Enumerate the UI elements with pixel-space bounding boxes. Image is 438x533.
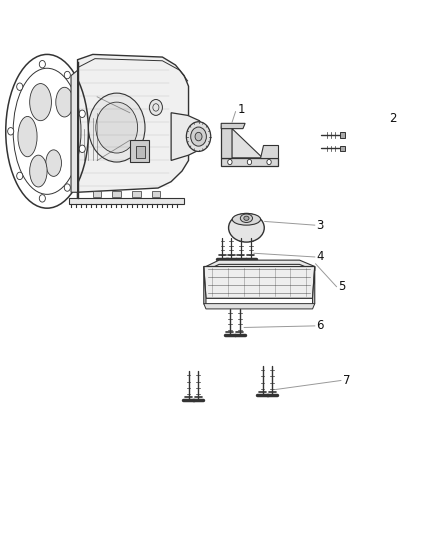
Polygon shape bbox=[69, 198, 184, 204]
Text: 1: 1 bbox=[237, 102, 245, 116]
Polygon shape bbox=[260, 144, 278, 158]
FancyBboxPatch shape bbox=[132, 191, 141, 197]
FancyBboxPatch shape bbox=[136, 146, 145, 158]
Polygon shape bbox=[232, 128, 262, 158]
FancyBboxPatch shape bbox=[113, 191, 121, 197]
Polygon shape bbox=[206, 260, 315, 271]
FancyBboxPatch shape bbox=[152, 191, 160, 197]
FancyBboxPatch shape bbox=[339, 132, 345, 138]
Circle shape bbox=[247, 159, 252, 165]
Text: 4: 4 bbox=[317, 251, 324, 263]
Circle shape bbox=[149, 100, 162, 115]
Polygon shape bbox=[204, 304, 315, 309]
Polygon shape bbox=[204, 266, 315, 298]
Text: 7: 7 bbox=[343, 374, 350, 387]
Circle shape bbox=[17, 83, 23, 91]
Ellipse shape bbox=[30, 84, 51, 120]
Polygon shape bbox=[221, 123, 245, 128]
Circle shape bbox=[186, 122, 211, 151]
Ellipse shape bbox=[232, 214, 261, 225]
Ellipse shape bbox=[244, 216, 249, 220]
Polygon shape bbox=[221, 158, 278, 166]
Circle shape bbox=[88, 93, 145, 162]
FancyBboxPatch shape bbox=[339, 146, 345, 151]
Ellipse shape bbox=[18, 116, 37, 157]
Circle shape bbox=[96, 102, 138, 153]
Circle shape bbox=[39, 195, 46, 202]
Polygon shape bbox=[204, 266, 206, 306]
Circle shape bbox=[17, 172, 23, 180]
FancyBboxPatch shape bbox=[130, 140, 149, 161]
Circle shape bbox=[64, 184, 71, 191]
Text: 6: 6 bbox=[317, 319, 324, 333]
Circle shape bbox=[195, 132, 202, 141]
Polygon shape bbox=[221, 126, 232, 158]
Circle shape bbox=[228, 159, 232, 165]
Circle shape bbox=[267, 159, 271, 165]
Text: 2: 2 bbox=[389, 111, 396, 125]
Polygon shape bbox=[171, 113, 206, 160]
Ellipse shape bbox=[240, 214, 253, 222]
Polygon shape bbox=[313, 266, 315, 306]
Ellipse shape bbox=[30, 155, 47, 187]
Ellipse shape bbox=[229, 214, 264, 242]
Text: 5: 5 bbox=[338, 280, 346, 293]
Polygon shape bbox=[78, 54, 188, 203]
Text: 3: 3 bbox=[317, 219, 324, 232]
Circle shape bbox=[64, 71, 71, 79]
Polygon shape bbox=[71, 70, 78, 192]
Circle shape bbox=[79, 110, 85, 117]
Circle shape bbox=[79, 145, 85, 152]
Circle shape bbox=[7, 127, 14, 135]
Ellipse shape bbox=[56, 87, 73, 117]
Ellipse shape bbox=[46, 150, 61, 176]
FancyBboxPatch shape bbox=[93, 191, 102, 197]
Circle shape bbox=[191, 127, 206, 146]
Circle shape bbox=[39, 61, 46, 68]
